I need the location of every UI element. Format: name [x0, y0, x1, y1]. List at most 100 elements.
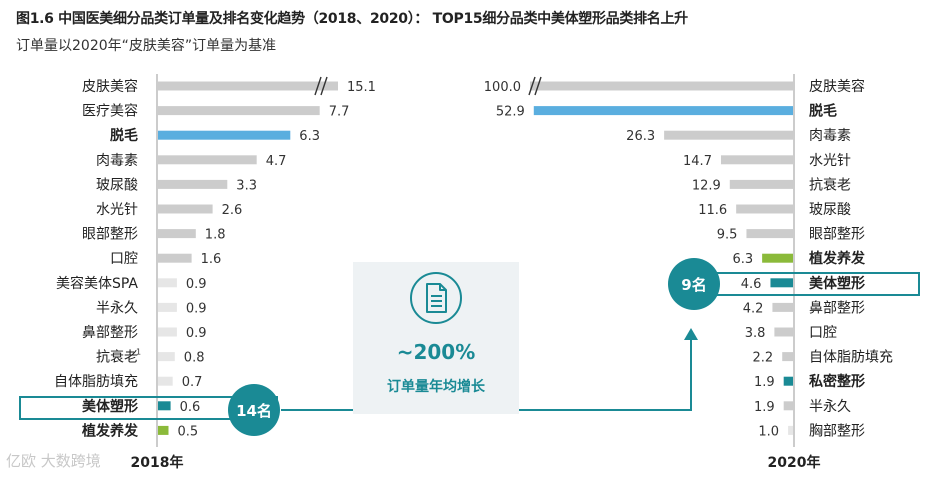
bar-2020	[762, 253, 793, 263]
value-label-2020: 52.9	[496, 105, 525, 120]
value-label-2018: 4.7	[266, 154, 287, 169]
value-label-2020: 2.2	[753, 351, 774, 366]
bar-2020	[788, 425, 793, 435]
bar-2020	[729, 179, 793, 189]
bar-2018	[158, 425, 169, 435]
rank-2018-badge: 14名	[228, 384, 280, 436]
category-label-2018: 鼻部整形	[82, 324, 138, 341]
category-label-2018: 美体塑形	[82, 398, 138, 415]
bar-2020	[720, 155, 793, 165]
value-label-2020: 4.2	[743, 301, 764, 316]
category-label-2020: 皮肤美容	[809, 78, 865, 95]
footnote-mark: 1	[136, 348, 141, 357]
bar-2020	[783, 376, 793, 386]
value-label-2018: 6.3	[299, 129, 320, 144]
category-label-2018: 抗衰老	[96, 349, 138, 366]
value-label-2020: 11.6	[698, 203, 727, 218]
bar-2020	[664, 130, 793, 140]
chart-subtitle: 订单量以2020年“皮肤美容”订单量为基准	[16, 38, 277, 54]
bar-2018	[158, 81, 338, 91]
bar-2018	[158, 204, 213, 214]
category-label-2020: 口腔	[809, 325, 837, 341]
category-label-2018: 肉毒素	[96, 153, 138, 169]
axis-break-mark	[320, 76, 328, 96]
x-label-2018: 2018年	[131, 454, 184, 471]
value-label-2018: 1.8	[205, 228, 226, 243]
category-label-2020: 水光针	[809, 153, 851, 169]
value-label-2018: 3.3	[236, 178, 257, 193]
bar-2020	[770, 278, 793, 288]
category-label-2018: 半永久	[96, 300, 138, 316]
value-label-2018: 15.1	[347, 80, 376, 95]
bar-2018	[158, 376, 173, 386]
bar-2020	[783, 401, 793, 411]
bar-2020	[736, 204, 793, 214]
axis-break-mark	[528, 76, 536, 96]
value-label-2020: 1.9	[754, 400, 775, 415]
bar-2020	[774, 327, 793, 337]
category-label-2020: 眼部整形	[809, 227, 865, 243]
category-label-2018: 玻尿酸	[96, 177, 138, 193]
bar-2020	[782, 352, 793, 362]
category-label-2018: 口腔	[110, 251, 138, 267]
category-label-2020: 自体脂肪填充	[809, 350, 893, 366]
category-label-2018: 眼部整形	[82, 227, 138, 243]
bar-2018	[158, 253, 192, 263]
bar-2018	[158, 327, 177, 337]
value-label-2020: 6.3	[732, 252, 753, 267]
growth-label: 订单量年均增长	[387, 379, 485, 395]
value-label-2018: 1.6	[201, 252, 222, 267]
axis-break-mark	[314, 76, 322, 96]
category-label-2018: 自体脂肪填充	[54, 374, 138, 390]
bar-2018	[158, 278, 177, 288]
rank-change-arrowhead	[684, 328, 698, 340]
bar-2018	[158, 229, 196, 239]
category-label-2018: 水光针	[96, 202, 138, 218]
bar-2018	[158, 179, 228, 189]
highlight-box-2020-body-shaping	[700, 272, 920, 296]
category-label-2018: 医疗美容	[82, 103, 138, 120]
value-label-2020: 1.0	[758, 424, 779, 439]
x-label-2020: 2020年	[768, 454, 821, 471]
bar-2018	[158, 130, 291, 140]
category-label-2020: 植发养发	[808, 250, 866, 267]
bar-2018	[158, 106, 320, 116]
category-label-2020: 鼻部整形	[809, 299, 865, 316]
category-label-2018: 皮肤美容	[82, 78, 138, 95]
category-label-2018: 脱毛	[110, 127, 138, 144]
value-label-2020: 26.3	[626, 129, 655, 144]
bar-2020	[772, 302, 793, 312]
value-label-2018: 7.7	[329, 105, 350, 120]
value-label-2020: 3.8	[745, 326, 766, 341]
growth-value: ~200%	[396, 340, 476, 364]
category-label-2020: 玻尿酸	[809, 202, 851, 218]
bar-2020	[533, 106, 793, 116]
growth-card: ~200% 订单量年均增长	[353, 262, 519, 414]
value-label-2018: 0.9	[186, 326, 207, 341]
document-icon	[410, 272, 462, 324]
category-label-2020: 脱毛	[809, 103, 837, 120]
value-label-2018: 0.9	[186, 277, 207, 292]
value-label-2020: 1.9	[754, 375, 775, 390]
rank-2020-badge: 9名	[668, 258, 720, 310]
value-label-2020: 9.5	[717, 228, 738, 243]
value-label-2018: 0.9	[186, 301, 207, 316]
category-label-2020: 半永久	[809, 399, 851, 415]
category-label-2020: 胸部整形	[809, 423, 865, 439]
category-label-2020: 私密整形	[809, 373, 865, 390]
value-label-2018: 0.8	[184, 351, 205, 366]
bar-2018	[158, 352, 175, 362]
category-label-2020: 抗衰老	[809, 176, 851, 193]
bar-2020	[746, 229, 793, 239]
category-label-2020: 肉毒素	[809, 128, 851, 144]
category-label-2018: 植发养发	[81, 422, 139, 439]
value-label-2018: 0.5	[178, 424, 199, 439]
value-label-2020: 14.7	[683, 154, 712, 169]
value-label-2018: 0.7	[182, 375, 203, 390]
bar-2018	[158, 401, 171, 411]
bar-2020	[530, 81, 793, 91]
value-label-2018: 0.6	[180, 400, 201, 415]
chart-title: 图1.6 中国医美细分品类订单量及排名变化趋势（2018、2020）： TOP1…	[16, 11, 688, 27]
category-label-2018: 美容美体SPA	[56, 275, 138, 292]
value-label-2018: 2.6	[222, 203, 243, 218]
